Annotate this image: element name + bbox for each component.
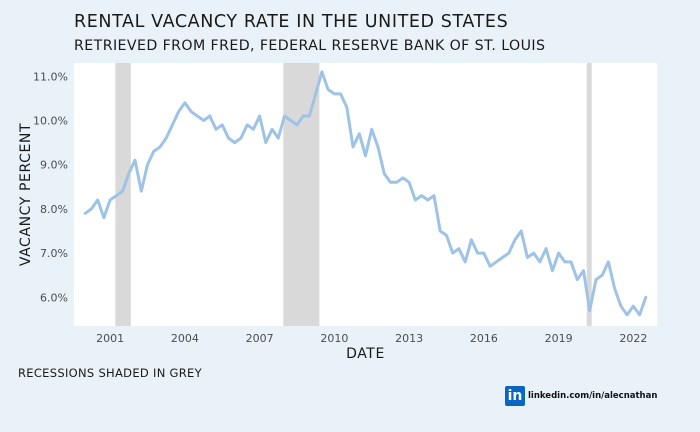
x-axis-label: DATE bbox=[346, 346, 385, 362]
chart-subtitle: RETRIEVED FROM FRED, FEDERAL RESERVE BAN… bbox=[74, 38, 546, 54]
recession-caption: RECESSIONS SHADED IN GREY bbox=[18, 366, 202, 380]
plot-panel bbox=[74, 63, 657, 326]
y-tick-label: 10.0% bbox=[33, 114, 68, 127]
recession-band bbox=[115, 63, 131, 326]
x-tick-label: 2010 bbox=[320, 332, 348, 345]
x-tick-label: 2016 bbox=[470, 332, 498, 345]
series-line bbox=[83, 70, 648, 317]
y-tick-label: 8.0% bbox=[40, 203, 68, 216]
linkedin-credit[interactable]: in linkedin.com/in/alecnathan bbox=[505, 386, 657, 406]
credit-text: linkedin.com/in/alecnathan bbox=[528, 391, 658, 401]
x-tick-label: 2019 bbox=[545, 332, 573, 345]
x-tick-label: 2022 bbox=[619, 332, 647, 345]
x-tick-label: 2004 bbox=[171, 332, 199, 345]
y-tick-label: 9.0% bbox=[40, 159, 68, 172]
x-tick-label: 2007 bbox=[246, 332, 274, 345]
x-axis-ticks: 2001 2004 2007 2010 2013 2016 2019 2022 bbox=[96, 332, 647, 345]
y-tick-label: 11.0% bbox=[33, 70, 68, 83]
y-tick-label: 7.0% bbox=[40, 247, 68, 260]
series-layer bbox=[83, 70, 648, 317]
x-tick-label: 2001 bbox=[96, 332, 124, 345]
y-axis-ticks: 6.0% 7.0% 8.0% 9.0% 10.0% 11.0% bbox=[33, 70, 68, 304]
recession-band bbox=[586, 63, 592, 326]
y-axis-label: VACANCY PERCENT bbox=[18, 123, 34, 266]
x-tick-label: 2013 bbox=[395, 332, 423, 345]
linkedin-icon: in bbox=[505, 386, 525, 406]
y-tick-label: 6.0% bbox=[40, 291, 68, 304]
chart-title: RENTAL VACANCY RATE IN THE UNITED STATES bbox=[74, 12, 509, 32]
